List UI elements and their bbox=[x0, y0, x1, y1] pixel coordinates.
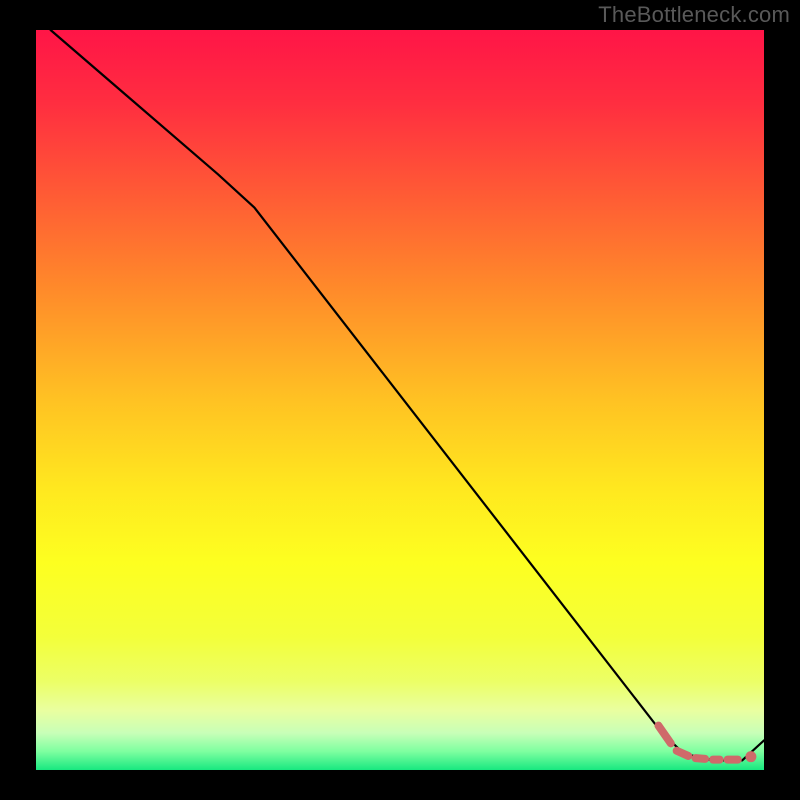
plot-area bbox=[36, 30, 764, 770]
watermark-text: TheBottleneck.com bbox=[598, 2, 790, 28]
highlight-end-dot bbox=[745, 751, 756, 762]
chart-svg bbox=[0, 0, 800, 800]
chart-stage: TheBottleneck.com bbox=[0, 0, 800, 800]
